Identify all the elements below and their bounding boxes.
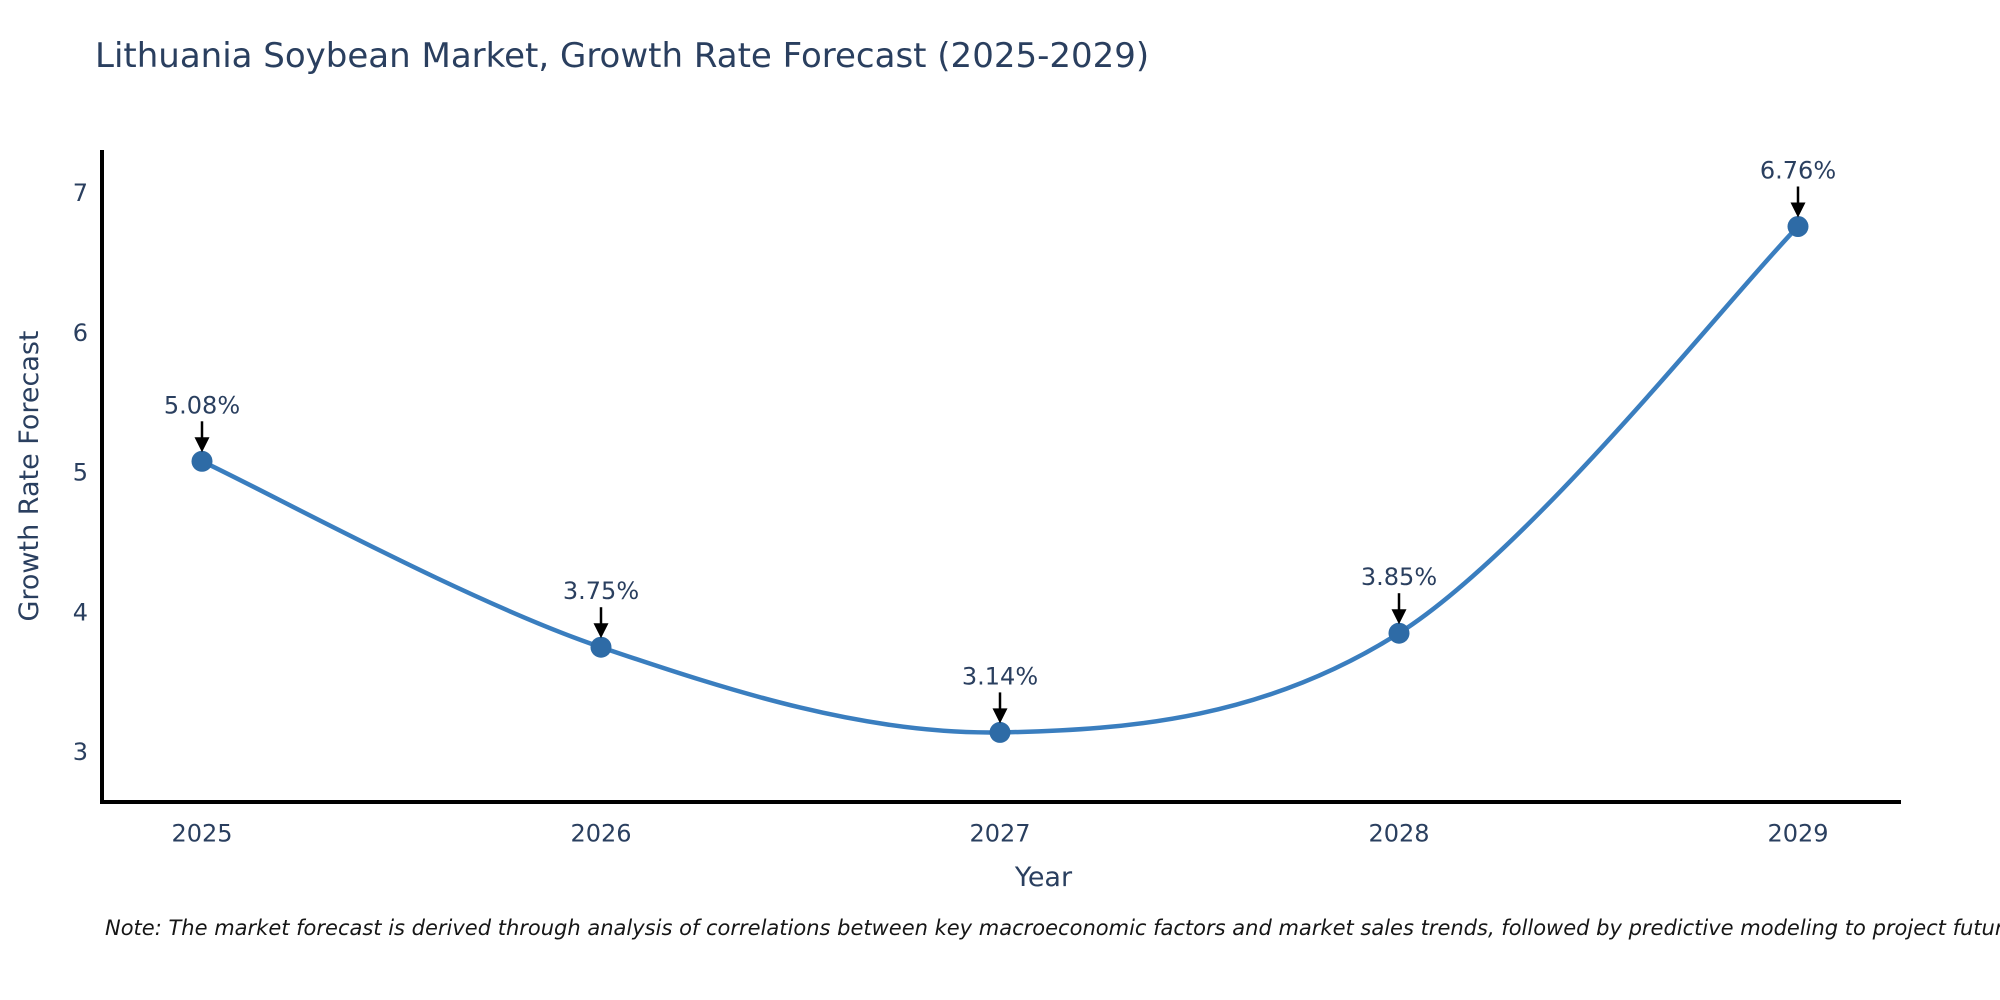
annotation-arrowhead-icon	[593, 623, 609, 639]
y-tick-label: 3	[73, 738, 88, 766]
y-tick-label: 6	[73, 319, 88, 347]
y-tick-label: 4	[73, 598, 88, 626]
x-tick-label: 2029	[1767, 820, 1828, 848]
point-value-label: 3.75%	[563, 577, 639, 605]
point-value-label: 3.85%	[1361, 563, 1437, 591]
y-axis-title: Growth Rate Forecast	[14, 330, 45, 621]
x-axis-title: Year	[1014, 862, 1073, 893]
x-tick-label: 2026	[570, 820, 631, 848]
data-point-marker	[989, 721, 1011, 743]
data-point-marker	[1787, 216, 1809, 237]
data-point-marker	[1388, 622, 1410, 644]
chart-footnote: Note: The market forecast is derived thr…	[105, 916, 2000, 940]
data-point-marker	[191, 450, 213, 472]
x-tick-label: 2025	[171, 820, 232, 848]
annotation-arrowhead-icon	[1790, 202, 1806, 218]
chart-title: Lithuania Soybean Market, Growth Rate Fo…	[95, 36, 1150, 76]
x-tick-label: 2028	[1368, 820, 1429, 848]
y-tick-label: 7	[73, 179, 88, 207]
data-point-marker	[590, 636, 612, 658]
point-value-label: 6.76%	[1760, 157, 1836, 185]
x-tick-label: 2027	[969, 820, 1030, 848]
annotation-arrowhead-icon	[992, 708, 1008, 724]
point-value-label: 3.14%	[962, 662, 1038, 690]
point-value-label: 5.08%	[164, 391, 240, 419]
y-tick-label: 5	[73, 459, 88, 487]
annotation-arrowhead-icon	[194, 437, 210, 453]
series-line	[199, 224, 1801, 735]
annotation-arrowhead-icon	[1391, 609, 1407, 625]
